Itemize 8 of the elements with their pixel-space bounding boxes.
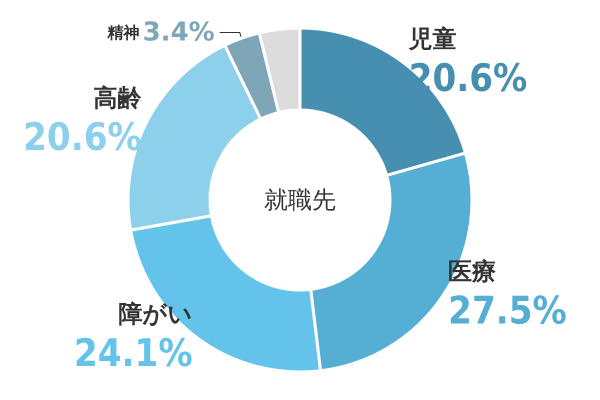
slice-label: 児童 <box>408 24 457 53</box>
data-label: 24.1% <box>74 331 193 376</box>
data-label: 27.5% <box>448 288 567 332</box>
data-label: 3.4% <box>142 18 215 48</box>
slice-label: 精神 <box>106 23 140 42</box>
data-label: 20.6% <box>23 114 142 159</box>
slice-label: 高齢 <box>94 84 143 112</box>
text: 就職先 <box>264 186 336 214</box>
